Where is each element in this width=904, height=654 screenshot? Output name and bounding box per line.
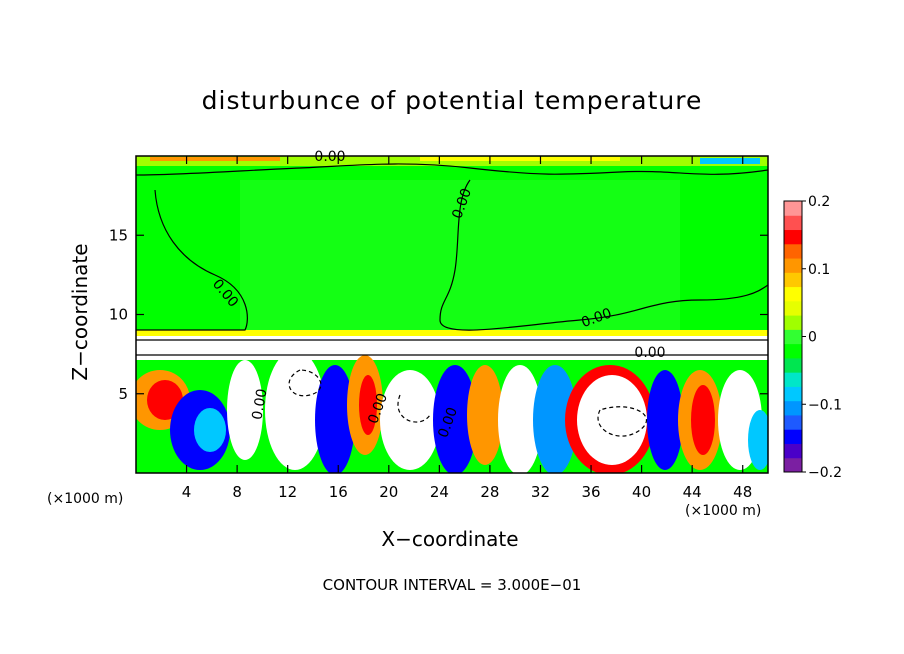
- top-band-orange: [150, 157, 280, 161]
- colorbar-swatch: [784, 357, 802, 373]
- contour-label: 0.00: [314, 149, 345, 165]
- chart-title: disturbunce of potential temperature: [201, 86, 703, 115]
- y-axis-label: Z−coordinate: [68, 243, 92, 381]
- contour-label: 0.00: [634, 345, 665, 361]
- x-tick-label: 12: [278, 483, 297, 501]
- colorbar-swatch: [784, 272, 802, 288]
- x-tick-label: 4: [182, 483, 192, 501]
- contour-interval: CONTOUR INTERVAL = 3.000E−01: [322, 576, 582, 594]
- colorbar-swatch: [784, 286, 802, 302]
- x-axis-label: X−coordinate: [381, 527, 519, 551]
- colorbar-swatch: [784, 443, 802, 459]
- colorbar-tick-label: −0.1: [808, 397, 842, 413]
- turbulent-blobs: [136, 350, 768, 473]
- colorbar-swatch: [784, 429, 802, 444]
- colorbar-swatch: [784, 258, 802, 273]
- y-tick-label: 5: [118, 385, 128, 403]
- colorbar-swatch: [784, 201, 802, 216]
- colorbar-tick-label: 0: [808, 330, 817, 346]
- top-band-yellow: [420, 157, 620, 161]
- colorbar-tick-label: 0.1: [808, 262, 830, 278]
- colorbar-swatch: [784, 414, 802, 430]
- colorbar-swatch: [784, 343, 802, 359]
- colorbar-swatch: [784, 243, 802, 259]
- plot-area: [136, 156, 768, 473]
- x-unit-label: (×1000 m): [685, 503, 762, 519]
- colorbar: 0.2 0.1 0 −0.1 −0.2: [783, 194, 842, 481]
- y-tick-label: 10: [109, 306, 128, 324]
- colorbar-tick-label: −0.2: [808, 465, 842, 481]
- colorbar-swatch: [784, 372, 802, 387]
- x-tick-label: 32: [531, 483, 550, 501]
- colorbar-tick-label: 0.2: [808, 194, 830, 210]
- colorbar-swatch: [784, 386, 802, 402]
- top-band-blue: [700, 158, 760, 164]
- x-tick-label: 36: [581, 483, 600, 501]
- colorbar-swatch: [784, 300, 802, 316]
- y-unit-label: (×1000 m): [47, 491, 124, 507]
- x-tick-label: 48: [733, 483, 752, 501]
- x-tick-label: 24: [430, 483, 449, 501]
- x-tick-label: 40: [632, 483, 651, 501]
- contour-label: 0.00: [249, 388, 270, 421]
- inversion-band-yellow: [136, 330, 768, 336]
- colorbar-swatch: [784, 400, 802, 416]
- contour-lines: [136, 163, 768, 437]
- upper-field-lighter: [240, 180, 680, 330]
- colorbar-swatch: [784, 229, 802, 245]
- colorbar-swatch: [784, 329, 802, 345]
- colorbar-swatch: [784, 215, 802, 231]
- y-axis: 5 10 15: [109, 226, 768, 403]
- colorbar-swatch: [784, 457, 802, 473]
- x-tick-label: 20: [379, 483, 398, 501]
- x-axis: 4 8 12 16 20 24 28 32 36 40 44 48: [182, 156, 752, 501]
- y-tick-label: 15: [109, 226, 128, 244]
- colorbar-swatch: [784, 315, 802, 330]
- x-tick-label: 44: [683, 483, 702, 501]
- x-tick-label: 8: [232, 483, 242, 501]
- x-tick-label: 28: [480, 483, 499, 501]
- x-tick-label: 16: [329, 483, 348, 501]
